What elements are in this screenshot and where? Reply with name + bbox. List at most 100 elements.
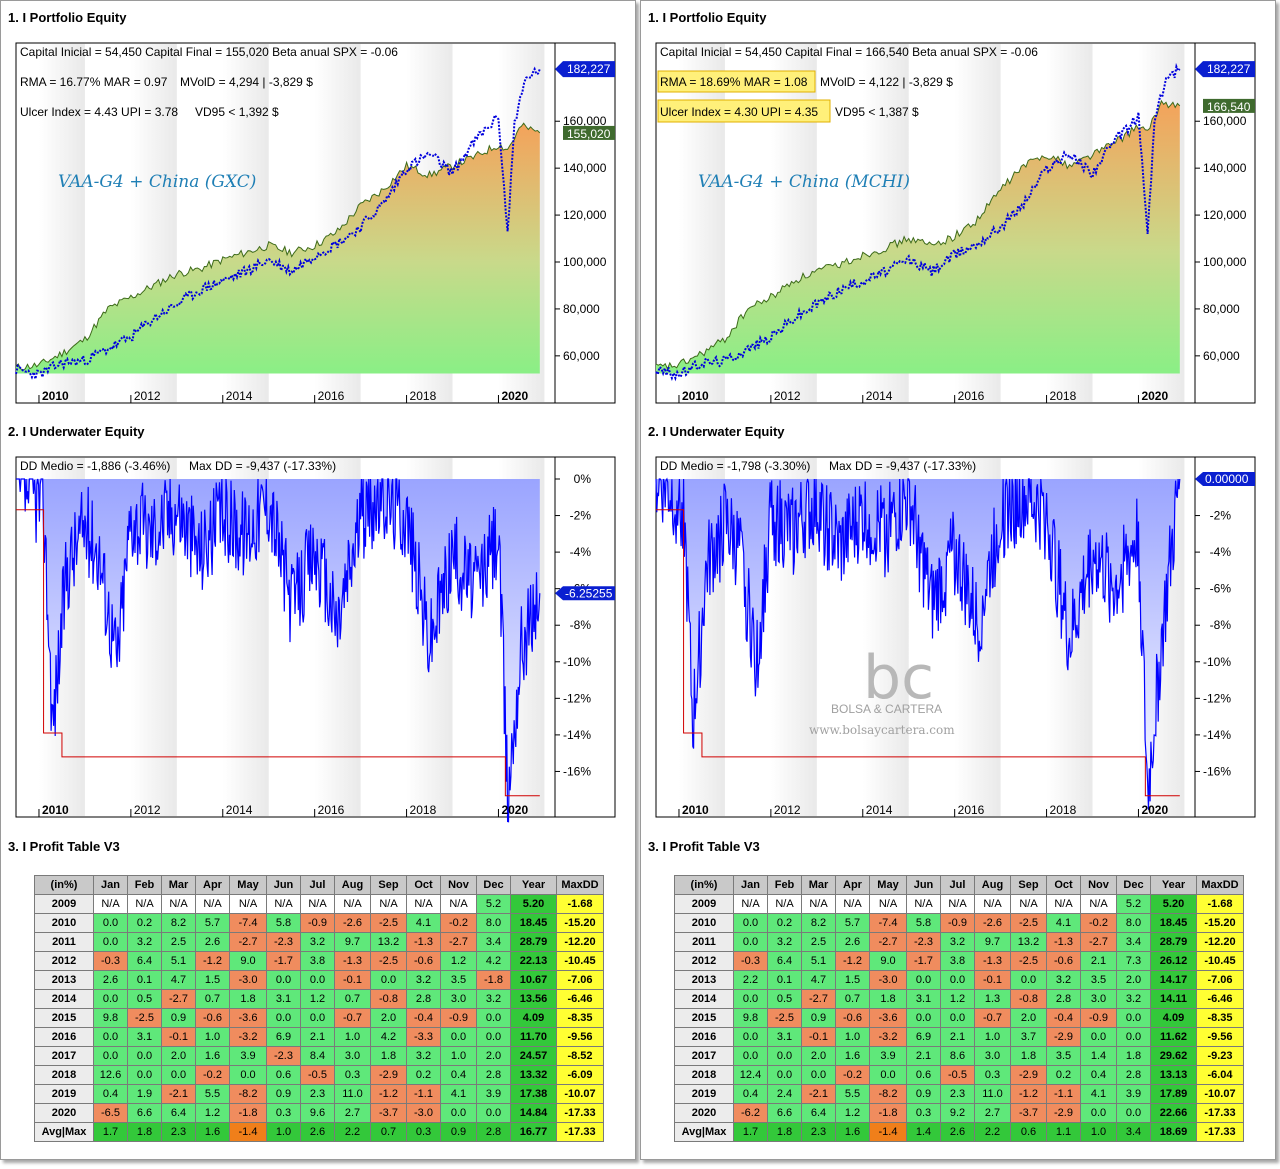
- table-cell: -9.56: [556, 1027, 604, 1047]
- table-cell: -3.2: [229, 1027, 267, 1047]
- x-tick-label: 2014: [866, 803, 893, 817]
- highlight-box-ulcer: [657, 99, 831, 123]
- table-cell: 9.7: [334, 932, 371, 952]
- table-cell: 13.13: [1150, 1065, 1197, 1085]
- table-cell: -6.2: [733, 1103, 768, 1123]
- table-header-cell: (in%): [34, 875, 94, 895]
- table-cell: 1.6: [195, 1122, 230, 1142]
- stats-ulcer-upi: Ulcer Index = 4.43 UPI = 3.78: [20, 105, 178, 119]
- x-tick-label: 2016: [958, 389, 985, 403]
- table-cell: 5.2: [476, 894, 511, 914]
- table-row: 2012 -0.3 6.4 5.1 -1.2 9.0 -1.7 3.8 -1.3 -2.5 -0.6…: [34, 951, 604, 971]
- table-cell: 2.0: [1010, 1008, 1047, 1028]
- table-cell: -0.6: [406, 951, 441, 971]
- table-cell: -0.6: [195, 1008, 230, 1028]
- table-cell: 2.1: [300, 1027, 335, 1047]
- table-cell: -0.6: [835, 1008, 870, 1028]
- section-title-profit: 3. I Profit Table V3: [8, 839, 120, 854]
- table-cell: -2.1: [161, 1084, 196, 1104]
- table-header-cell: Jan: [93, 875, 128, 895]
- table-cell: 2.0: [370, 1008, 407, 1028]
- table-cell: -10.07: [1196, 1084, 1244, 1104]
- table-cell: -2.7: [229, 932, 267, 952]
- table-cell: 2.5: [801, 932, 836, 952]
- table-cell: 1.5: [835, 970, 870, 990]
- y-tick-label: 160,000: [563, 114, 607, 128]
- table-cell: 0.0: [161, 1065, 196, 1085]
- y-tick-label: -10%: [563, 655, 591, 669]
- table-cell: -2.1: [801, 1084, 836, 1104]
- table-cell: 1.4: [1080, 1046, 1117, 1066]
- table-cell: 0.3: [906, 1103, 941, 1123]
- table-cell: 2.0: [801, 1046, 836, 1066]
- table-row-label: 2014: [34, 989, 94, 1009]
- table-row: 2013 2.2 0.1 4.7 1.5 -3.0 0.0 0.0 -0.1 0.0 3.2 3.5 2…: [674, 970, 1244, 990]
- table-cell: 1.1: [1046, 1122, 1081, 1142]
- table-row-label: 2015: [34, 1008, 94, 1028]
- table-cell: -2.3: [266, 1046, 301, 1066]
- x-tick-label: 2016: [318, 389, 345, 403]
- table-cell: 0.0: [733, 913, 768, 933]
- table-cell: -1.8: [476, 970, 511, 990]
- table-cell: -2.5: [1010, 951, 1047, 971]
- table-cell: 0.2: [767, 913, 802, 933]
- table-cell: 0.0: [906, 970, 941, 990]
- table-cell: 0.0: [93, 1046, 128, 1066]
- table-cell: -2.6: [334, 913, 371, 933]
- stats-dd-medio: DD Medio = -1,886 (-3.46%): [20, 459, 170, 473]
- table-cell: -10.45: [556, 951, 604, 971]
- y-tick-label: -8%: [570, 618, 592, 632]
- table-cell: 0.0: [229, 1065, 267, 1085]
- table-cell: 5.7: [195, 913, 230, 933]
- table-cell: 1.0: [195, 1027, 230, 1047]
- x-tick-label: 2014: [226, 389, 253, 403]
- table-cell: 17.89: [1150, 1084, 1197, 1104]
- underwater-line: [16, 478, 541, 823]
- table-cell: -1.7: [906, 951, 941, 971]
- y-tick-label: -2%: [1210, 509, 1232, 523]
- table-cell: -8.2: [229, 1084, 267, 1104]
- table-row: 2016 0.0 3.1 -0.1 1.0 -3.2 6.9 2.1 1.0 3.7 -2.9 0.0…: [674, 1027, 1244, 1047]
- table-cell: 3.8: [300, 951, 335, 971]
- table-cell: 2.6: [940, 1122, 975, 1142]
- table-cell: 1.4: [906, 1122, 941, 1142]
- table-cell: -0.1: [801, 1027, 836, 1047]
- table-cell: 1.5: [195, 970, 230, 990]
- table-row-label: 2019: [674, 1084, 734, 1104]
- x-tick-label: 2018: [1050, 389, 1077, 403]
- table-cell: 3.9: [1116, 1084, 1151, 1104]
- table-cell: 3.4: [1116, 1122, 1151, 1142]
- table-cell: -1.3: [1046, 932, 1081, 952]
- table-cell: 6.9: [266, 1027, 301, 1047]
- table-cell: 2.8: [1046, 989, 1081, 1009]
- table-header-cell: MaxDD: [556, 875, 604, 895]
- table-cell: -8.35: [1196, 1008, 1244, 1028]
- table-cell: -2.9: [1010, 1065, 1047, 1085]
- table-cell: 4.09: [1150, 1008, 1197, 1028]
- table-cell: -7.4: [229, 913, 267, 933]
- table-header-cell: Sep: [370, 875, 407, 895]
- table-row-label: 2011: [674, 932, 734, 952]
- table-cell: -2.7: [440, 932, 477, 952]
- table-cell: 11.70: [510, 1027, 557, 1047]
- table-cell: 0.0: [476, 1027, 511, 1047]
- table-row: 2014 0.0 0.5 -2.7 0.7 1.8 3.1 1.2 1.3 -0.8 2.8 3.0 3…: [674, 989, 1244, 1009]
- table-cell: 0.9: [906, 1084, 941, 1104]
- table-cell: 0.3: [334, 1065, 371, 1085]
- table-cell: N/A: [1080, 894, 1117, 914]
- table-cell: 2.0: [1116, 970, 1151, 990]
- table-cell: 1.8: [767, 1122, 802, 1142]
- y-tick-label: 140,000: [1203, 161, 1247, 175]
- table-cell: -0.9: [1080, 1008, 1117, 1028]
- table-cell: -2.5: [1010, 913, 1047, 933]
- table-cell: -3.6: [869, 1008, 907, 1028]
- table-header-cell: Nov: [1080, 875, 1117, 895]
- table-cell: 1.2: [835, 1103, 870, 1123]
- table-cell: -0.8: [370, 989, 407, 1009]
- table-cell: 3.2: [406, 1046, 441, 1066]
- table-row: 2016 0.0 3.1 -0.1 1.0 -3.2 6.9 2.1 1.0 4.2 -3.3 0.0…: [34, 1027, 604, 1047]
- table-cell: -2.9: [370, 1065, 407, 1085]
- table-cell: 8.4: [300, 1046, 335, 1066]
- table-cell: 1.8: [127, 1122, 162, 1142]
- table-cell: 0.9: [801, 1008, 836, 1028]
